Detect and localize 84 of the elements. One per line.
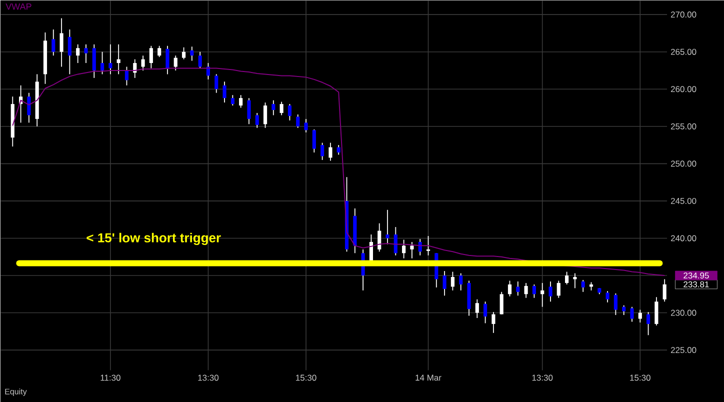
candlestick: [141, 55, 145, 71]
candlestick: [500, 291, 504, 315]
candlestick: [68, 28, 72, 75]
candlestick: [508, 280, 512, 297]
x-tick-label: 13:30: [532, 374, 553, 381]
candlestick: [328, 142, 332, 162]
candlestick: [459, 272, 463, 291]
candlestick: [124, 66, 129, 86]
candlestick: [280, 101, 284, 116]
candlestick: [190, 46, 194, 62]
candlestick: [662, 278, 666, 302]
candlestick: [116, 44, 120, 75]
x-tick-label: 15:30: [296, 374, 316, 381]
candlestick: [516, 280, 520, 296]
candlestick: [320, 142, 324, 160]
candlestick: [158, 45, 162, 58]
text: 233.81: [684, 281, 709, 288]
y-tick-label: 245.00: [670, 198, 696, 204]
candlestick: [524, 282, 528, 298]
candlestick: [581, 279, 585, 292]
y-tick-label: 250.00: [670, 160, 696, 167]
candlestick: [312, 128, 316, 153]
candlestick: [84, 44, 88, 64]
candlestick: [272, 100, 276, 116]
candlestick: [540, 282, 544, 308]
candlestick: [27, 92, 31, 124]
candlestick: [60, 18, 64, 68]
candlestick: [556, 280, 560, 298]
candlestick: [92, 44, 96, 78]
text: VWAP: [6, 3, 32, 10]
candlestick: [475, 298, 479, 318]
candlestick: [336, 144, 340, 156]
candlestick: [108, 44, 112, 75]
candlestick: [166, 45, 170, 75]
candlestick: [214, 74, 218, 94]
x-tick-label: 15:30: [630, 374, 650, 381]
candlestick: [149, 45, 153, 69]
candlestick: [247, 98, 251, 125]
candlestick: [182, 46, 186, 60]
candlestick: [614, 292, 618, 316]
candlestick: [304, 118, 308, 133]
candlestick: [426, 235, 430, 256]
candlestick: [394, 226, 398, 256]
candlestick: [492, 312, 496, 334]
candlestick: [654, 296, 658, 326]
candlestick: [442, 270, 446, 296]
candlestick: [198, 51, 202, 69]
candlestick: [630, 306, 634, 322]
candlestick: [222, 81, 226, 103]
candlestick: [548, 280, 552, 302]
y-tick-label: 225.00: [670, 346, 696, 353]
candlestick: [263, 102, 268, 128]
candlestick: [565, 271, 569, 285]
y-tick-label: 265.00: [670, 48, 696, 55]
candlestick: [450, 271, 454, 291]
candlestick: [174, 55, 178, 71]
candlestick: [230, 94, 234, 106]
candlestick: [52, 28, 56, 56]
candlestick: [622, 304, 626, 316]
y-tick-label: 240.00: [670, 235, 696, 242]
y-tick-label: 260.00: [670, 86, 696, 92]
y-tick-label: 270.00: [670, 11, 696, 18]
x-tick-label: 13:30: [198, 374, 219, 381]
candlestick: [532, 284, 536, 298]
candlestick: [76, 44, 80, 64]
candlestick: [378, 222, 382, 252]
ref-line-label: < 15' low short trigger: [86, 232, 221, 245]
candlestick: [402, 239, 406, 259]
candlestick: [484, 301, 488, 324]
candlestick: [606, 290, 610, 303]
y-tick-label: 230.00: [670, 310, 696, 316]
candlestick: [386, 209, 390, 245]
y-tick-label: 255.00: [670, 123, 696, 130]
text: 234.95: [684, 272, 709, 278]
candlestick: [296, 114, 300, 128]
x-tick-label: 14 Mar: [416, 374, 442, 381]
candlestick: [100, 51, 104, 75]
candlestick: [255, 112, 259, 128]
x-tick-label: 11:30: [100, 374, 120, 381]
candlestick: [239, 94, 243, 108]
candlestick: [638, 309, 642, 323]
candlestick: [288, 104, 292, 121]
candlestick: [646, 312, 650, 336]
candlestick: [410, 241, 414, 259]
